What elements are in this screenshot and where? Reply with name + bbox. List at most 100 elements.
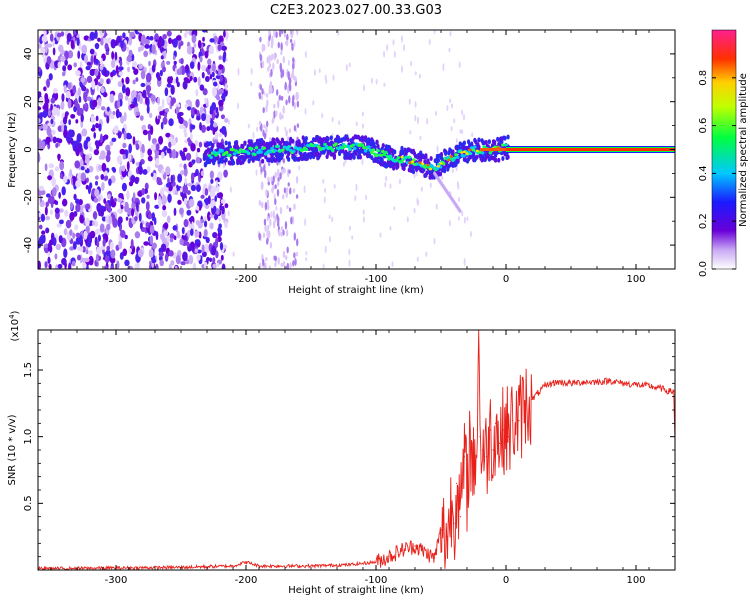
spectrogram-ridge-cell (280, 152, 284, 158)
spectrogram-noise-cell (294, 76, 297, 83)
spectrogram-noise-cell (227, 119, 230, 126)
spectrogram-noise-cell (162, 116, 168, 125)
snr-y-tick-label: 1.0 (23, 429, 34, 445)
spectrogram-noise-cell (435, 203, 438, 210)
spectrogram-noise-cell (406, 216, 409, 223)
spectrogram-noise-cell (127, 170, 133, 177)
spectrogram-noise-cell (100, 37, 104, 46)
spectrogram-noise-cell (170, 84, 175, 95)
spectrogram-noise-cell (176, 230, 180, 239)
spectrogram-noise-cell (277, 168, 280, 178)
spectrogram-noise-cell (121, 182, 127, 192)
spectrogram-noise-cell (457, 216, 460, 221)
spectrogram-noise-cell (94, 30, 98, 40)
spectrogram-noise-cell (166, 83, 172, 88)
spectrogram-noise-cell (268, 54, 271, 64)
spectrogram-noise-cell (117, 208, 122, 214)
spectrogram-noise-cell (201, 124, 206, 133)
spectrogram-ridge-cell (441, 161, 446, 166)
spectrogram-noise-cell (49, 195, 55, 204)
spectrogram-noise-cell (279, 207, 283, 212)
spectrogram-noise-cell (174, 67, 178, 76)
spectrogram-x-tick-label: -300 (105, 274, 128, 285)
spectrogram-noise-cell (63, 84, 67, 94)
spectrogram-noise-cell (105, 51, 109, 56)
spectrogram-noise-cell (138, 63, 144, 70)
spectrogram-noise-cell (82, 104, 86, 111)
spectrogram-noise-cell (162, 66, 166, 73)
spectrogram-noise-cell (215, 106, 219, 114)
colorbar-tick-label: 0.4 (698, 165, 709, 181)
spectrogram-noise-cell (170, 139, 177, 146)
spectrogram-noise-cell (275, 110, 278, 117)
spectrogram-noise-cell (270, 68, 273, 77)
spectrogram-noise-cell (162, 205, 167, 211)
spectrogram-noise-cell (121, 165, 126, 172)
spectrogram-noise-cell (141, 188, 146, 196)
spectrogram-noise-cell (190, 172, 195, 181)
spectrogram-noise-cell (283, 32, 287, 38)
spectrogram-noise-cell (94, 188, 100, 198)
spectrogram-ridge-cell (287, 144, 291, 149)
spectrogram-noise-cell (95, 253, 99, 263)
spectrogram-noise-cell (54, 166, 59, 172)
spectrogram-noise-cell (279, 172, 282, 180)
spectrogram-noise-cell (138, 212, 142, 222)
spectrogram-noise-cell (393, 50, 396, 59)
spectrogram-noise-cell (148, 212, 153, 220)
spectrogram-noise-cell (127, 36, 133, 46)
snr-data-point (459, 516, 462, 518)
spectrogram-ridge-cell (473, 145, 477, 149)
spectrogram-noise-cell (50, 97, 56, 104)
spectrogram-noise-cell (79, 214, 84, 224)
spectrogram-noise-cell (194, 139, 199, 147)
spectrogram-noise-cell (278, 30, 282, 38)
spectrogram-ridge-cell (317, 145, 321, 149)
spectrogram-noise-cell (463, 258, 466, 266)
spectrogram-noise-cell (171, 149, 177, 159)
spectrogram-ridge-cell (360, 143, 365, 147)
spectrogram-noise-cell (263, 124, 266, 129)
spectrogram-ridge-cell (488, 151, 493, 155)
snr-data-point (492, 449, 494, 451)
spectrogram-ridge-cell (231, 148, 235, 152)
spectrogram-noise-cell (70, 113, 76, 119)
spectrogram-ridge-cell (408, 161, 412, 165)
spectrogram-noise-cell (164, 112, 167, 119)
spectrogram-ridge-cell (455, 155, 460, 159)
spectrogram-noise-cell (270, 54, 273, 61)
spectrogram-noise-cell (191, 221, 195, 230)
spectrogram-noise-cell (40, 46, 46, 56)
spectrogram-ridge-cell (376, 143, 380, 149)
spectrogram-noise-cell (318, 68, 321, 74)
spectrogram-noise-cell (47, 175, 53, 181)
spectrogram-noise-cell (202, 186, 205, 197)
spectrogram-noise-cell (146, 104, 150, 114)
spectrogram-noise-cell (206, 126, 211, 132)
spectrogram-noise-cell (188, 217, 194, 222)
spectrogram-ridge-cell (387, 157, 391, 161)
spectrogram-noise-cell (207, 195, 211, 205)
spectrogram-noise-cell (450, 126, 453, 132)
spectrogram-ridge-cell (249, 147, 254, 151)
spectrogram-noise-cell (128, 181, 134, 187)
spectrogram-noise-cell (59, 219, 64, 225)
spectrogram-noise-cell (161, 200, 165, 206)
spectrogram-noise-cell (305, 250, 308, 256)
spectrogram-noise-cell (201, 71, 205, 79)
spectrogram-noise-cell (166, 60, 171, 65)
spectrogram-noise-cell (289, 262, 292, 269)
spectrogram-noise-cell (331, 216, 334, 223)
spectrogram-noise-cell (190, 142, 196, 152)
spectrogram-noise-cell (166, 30, 172, 37)
spectrogram-noise-cell (47, 242, 51, 252)
spectrogram-noise-cell (225, 57, 228, 62)
spectrogram-noise-cell (90, 127, 96, 132)
spectrogram-noise-cell (129, 104, 136, 109)
spectrogram-noise-cell (324, 74, 327, 81)
spectrogram-noise-cell (179, 66, 182, 76)
spectrogram-noise-cell (209, 257, 212, 263)
spectrogram-noise-cell (304, 108, 307, 115)
spectrogram-noise-cell (328, 236, 331, 243)
